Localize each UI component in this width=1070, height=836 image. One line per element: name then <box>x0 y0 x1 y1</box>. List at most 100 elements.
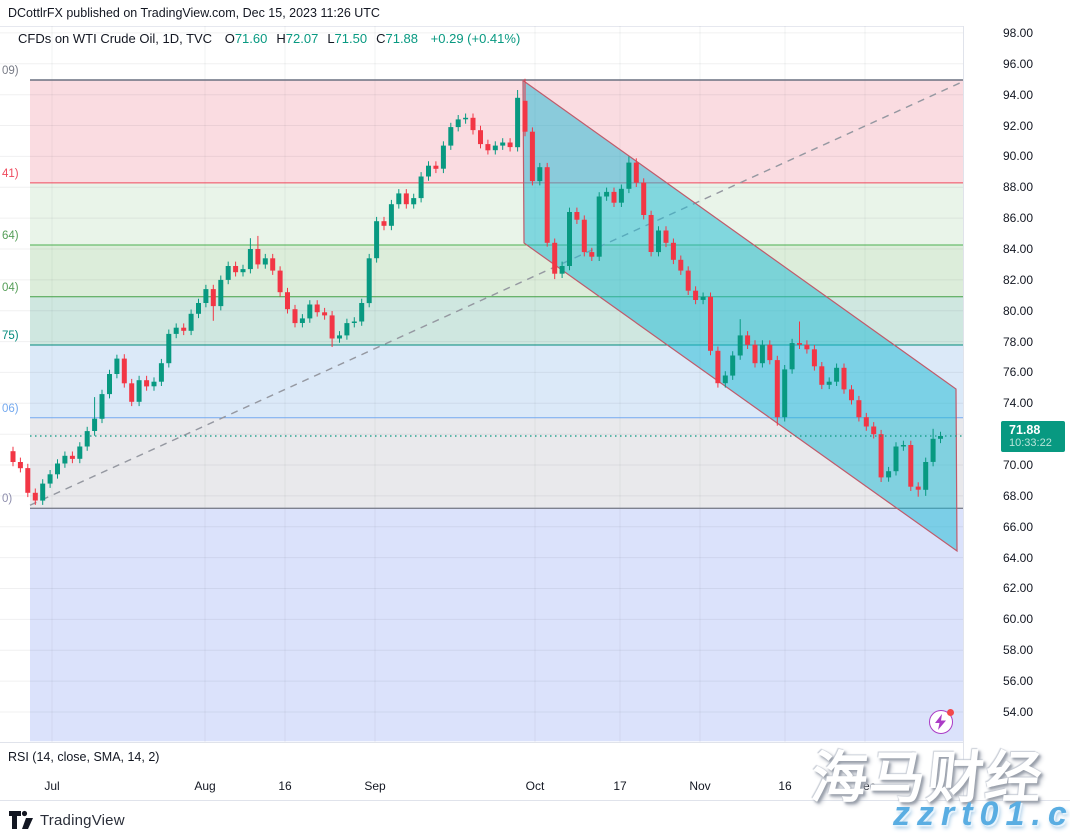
candle-body <box>277 270 283 293</box>
level-label: 41) <box>2 168 19 180</box>
candle-body <box>663 230 669 243</box>
candle-body <box>62 455 68 464</box>
candle-body <box>841 367 847 390</box>
price-tick-label: 66.00 <box>1003 520 1034 534</box>
candle-body <box>203 289 209 303</box>
candle-body <box>693 290 699 300</box>
tradingview-logo-icon <box>9 810 33 829</box>
candle-body <box>69 455 75 459</box>
time-tick-label: Oct <box>525 779 545 793</box>
candle-body <box>344 323 350 336</box>
time-tick-label: Dec <box>854 779 876 793</box>
candle-body <box>292 309 298 324</box>
candle-body <box>225 266 231 280</box>
price-axis[interactable] <box>963 26 1070 800</box>
candle-body <box>144 380 150 387</box>
candle-body <box>871 426 877 435</box>
candle-body <box>574 212 580 220</box>
candle-body <box>470 117 476 131</box>
candle-body <box>722 375 728 384</box>
time-axis[interactable]: Jul Aug 16 Sep Oct 17 Nov 16 Dec <box>0 772 1070 801</box>
candle-body <box>596 196 602 257</box>
candle-body <box>522 100 528 132</box>
watermark-url: zzrt01.cn <box>893 795 1070 833</box>
price-band <box>30 508 963 742</box>
candle-body <box>700 296 706 300</box>
candle-body <box>715 350 721 384</box>
candle-body <box>670 242 676 260</box>
price-tick-label: 56.00 <box>1003 674 1034 688</box>
candle-body <box>351 321 357 323</box>
price-tick-label: 92.00 <box>1003 119 1034 133</box>
level-label: 06) <box>2 403 19 415</box>
countdown-timer: 10:33:22 <box>1009 437 1052 449</box>
time-tick-label: Sep <box>364 779 386 793</box>
rising-trendline[interactable] <box>29 81 963 506</box>
ohlc-fields: O71.60 H72.07 L71.50 C71.88 <box>216 31 418 46</box>
price-band <box>30 245 963 297</box>
price-tick-label: 94.00 <box>1003 88 1034 102</box>
ohlc-field: C71.88 <box>376 31 419 46</box>
candle-body <box>84 431 90 447</box>
candle-body <box>314 304 320 313</box>
candle-body <box>381 221 387 226</box>
rsi-pane[interactable]: RSI (14, close, SMA, 14, 2) <box>0 742 1070 773</box>
candle-body <box>25 468 31 493</box>
candle-body <box>337 335 342 339</box>
candle-body <box>626 162 632 189</box>
candle-body <box>930 438 936 462</box>
candle-body <box>322 312 328 316</box>
candle-body <box>782 369 788 418</box>
candle-body <box>552 242 558 274</box>
time-tick-label: Nov <box>689 779 711 793</box>
candle-body <box>77 446 83 459</box>
candle-body <box>759 344 765 364</box>
candle-body <box>507 142 513 148</box>
candle-body <box>307 304 313 319</box>
candle-body <box>834 367 840 382</box>
candle-body <box>900 445 906 447</box>
candle-body <box>789 343 795 370</box>
lightning-icon <box>935 714 946 730</box>
candle-body <box>388 204 394 226</box>
price-tick-label: 64.00 <box>1003 551 1034 565</box>
candle-body <box>10 451 16 462</box>
time-tick-label: 17 <box>613 779 627 793</box>
symbol-title: CFDs on WTI Crude Oil, 1D, TVC <box>18 31 213 46</box>
level-label: 0) <box>2 493 13 505</box>
candle-body <box>492 145 498 151</box>
candle-body <box>923 462 929 490</box>
level-label: 04) <box>2 282 19 294</box>
candle-body <box>403 193 409 205</box>
price-chart-canvas[interactable] <box>0 26 963 742</box>
tradingview-wordmark: TradingView <box>40 811 125 829</box>
flash-ideas-button[interactable] <box>929 709 954 734</box>
price-band <box>30 182 963 245</box>
price-tick-label: 58.00 <box>1003 643 1034 657</box>
candle-body <box>17 462 23 469</box>
candle-body <box>55 463 60 475</box>
candle-body <box>448 127 454 146</box>
price-tick-label: 88.00 <box>1003 180 1034 194</box>
candle-body <box>908 445 914 487</box>
candle-body <box>396 193 402 205</box>
descending-channel[interactable] <box>522 79 958 553</box>
time-tick-label: Aug <box>194 779 216 793</box>
candle-body <box>863 417 869 427</box>
candle-body <box>210 289 216 307</box>
candle-body <box>40 483 46 501</box>
candle-body <box>745 335 751 345</box>
candle-body <box>285 292 290 310</box>
candle-body <box>633 162 639 183</box>
candle-body <box>121 358 127 384</box>
candle-body <box>107 374 112 395</box>
candle-body <box>648 215 654 252</box>
candle-body <box>463 117 469 120</box>
attribution-text: DCottlrFX published on TradingView.com, … <box>8 6 380 20</box>
symbol-info-bar[interactable]: CFDs on WTI Crude Oil, 1D, TVC O71.60 H72… <box>18 31 520 46</box>
candle-body <box>886 471 892 478</box>
candle-body <box>893 446 899 472</box>
time-tick-label: 16 <box>278 779 292 793</box>
price-tick-label: 70.00 <box>1003 458 1034 472</box>
footer: TradingView <box>8 807 125 833</box>
